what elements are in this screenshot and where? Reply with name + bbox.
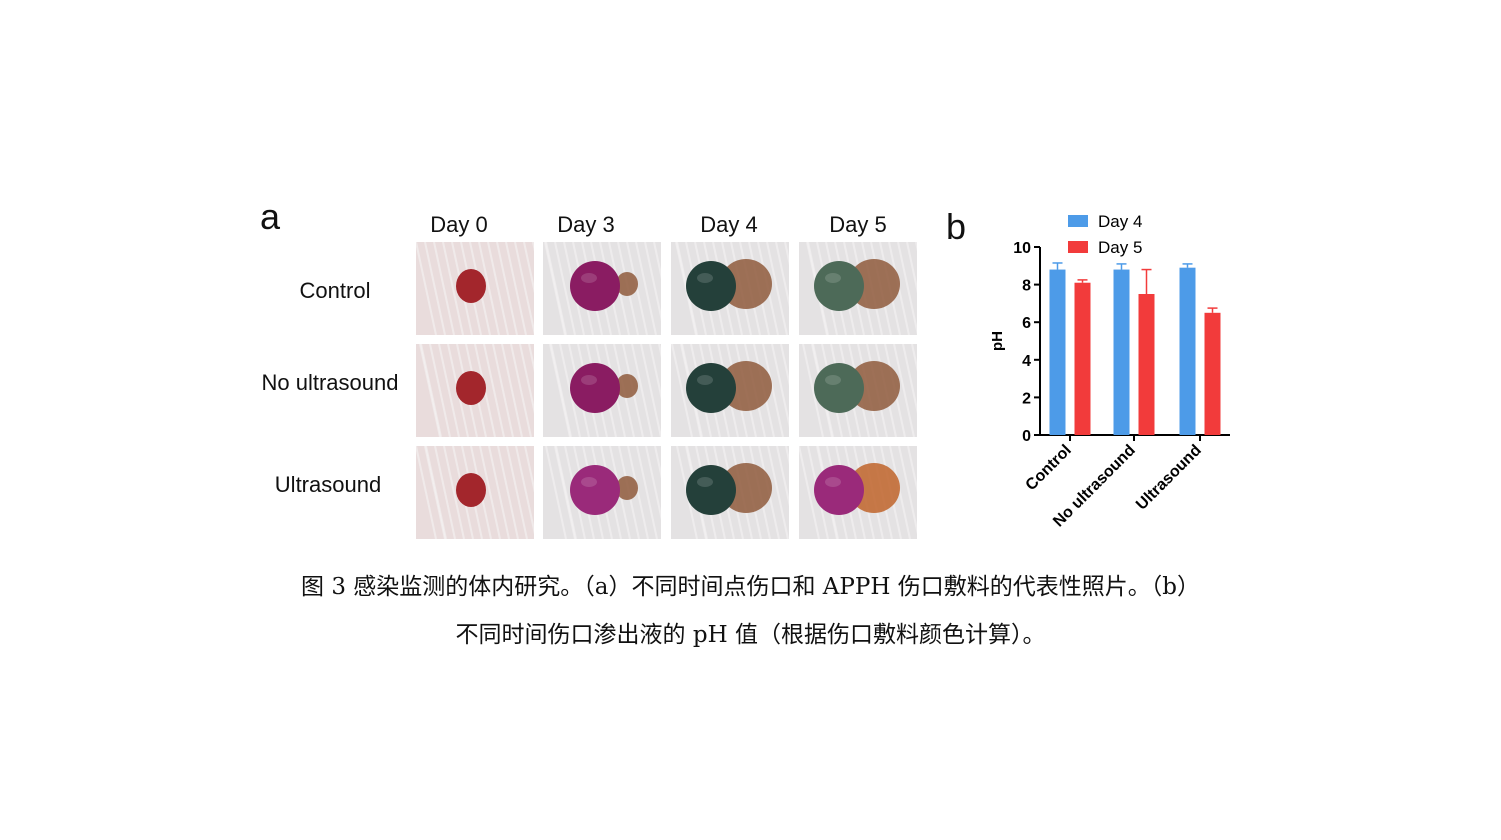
legend-label-day-5: Day 5	[1098, 238, 1142, 257]
y-tick-label: 6	[1022, 315, 1031, 332]
panel-b-letter: b	[946, 206, 967, 247]
legend-swatch-day-5	[1068, 241, 1088, 253]
column-label-day-5: Day 5	[829, 212, 887, 237]
row-label-ultrasound: Ultrasound	[274, 472, 382, 497]
wound-photo-control-day-4	[671, 242, 789, 335]
bar-day-5-control	[1074, 282, 1091, 435]
wound-photo-ultrasound-day-3	[543, 446, 661, 539]
row-label-no-ultrasound: No ultrasound	[261, 370, 399, 395]
column-label-day-3: Day 3	[557, 212, 615, 237]
column-label-day-4: Day 4	[700, 212, 758, 237]
bar-day-4-ultrasound	[1179, 267, 1196, 435]
bar-day-5-ultrasound	[1204, 312, 1221, 435]
wound-photo-no-ultrasound-day-4	[671, 344, 789, 437]
bar-day-5-no-ultrasound	[1138, 294, 1155, 435]
figure-caption-line-2: 不同时间伤口渗出液的 pH 值（根据伤口敷料颜色计算）。	[455, 622, 1046, 648]
legend-swatch-day-4	[1068, 215, 1088, 227]
y-axis-label: pH	[989, 331, 1006, 351]
column-label-day-0: Day 0	[430, 212, 488, 237]
x-category-label: Ultrasound	[1133, 442, 1205, 514]
wound-photo-no-ultrasound-day-5	[799, 344, 917, 437]
wound-photo-control-day-5	[799, 242, 917, 335]
wound-photo-control-day-3	[543, 242, 661, 335]
y-tick-label: 8	[1022, 278, 1031, 295]
wound-photo-no-ultrasound-day-3	[543, 344, 661, 437]
wound-photo-no-ultrasound-day-0	[416, 344, 534, 437]
y-tick-label: 4	[1022, 353, 1031, 370]
x-category-label: Control	[1023, 442, 1075, 494]
bar-day-4-control	[1049, 269, 1066, 435]
row-label-control: Control	[299, 278, 371, 303]
figure-caption-line-1: 图 3 感染监测的体内研究。（a）不同时间点伤口和 APPH 伤口敷料的代表性照…	[301, 574, 1200, 600]
wound-photo-control-day-0	[416, 242, 534, 335]
wound-photo-ultrasound-day-5	[799, 446, 917, 539]
panel-a-letter: a	[260, 196, 281, 237]
y-tick-label: 2	[1022, 390, 1031, 407]
y-tick-label: 0	[1022, 428, 1031, 445]
legend-label-day-4: Day 4	[1098, 212, 1142, 231]
wound-photo-ultrasound-day-0	[416, 446, 534, 539]
bar-day-4-no-ultrasound	[1113, 269, 1130, 435]
y-tick-label: 10	[1013, 240, 1031, 257]
wound-photo-ultrasound-day-4	[671, 446, 789, 539]
